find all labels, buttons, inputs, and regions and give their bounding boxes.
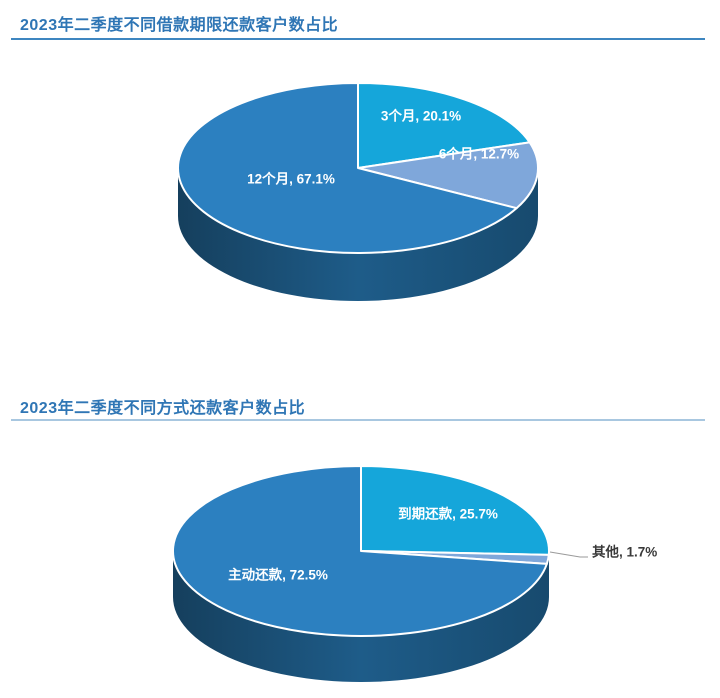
pie-slice-12个月 xyxy=(177,82,518,254)
slice-label-6个月: 6个月, 12.7% xyxy=(439,147,519,162)
slice-label-3个月: 3个月, 20.1% xyxy=(381,109,461,124)
chart2-title: 2023年二季度不同方式还款客户数占比 xyxy=(20,400,306,417)
chart1-title: 2023年二季度不同借款期限还款客户数占比 xyxy=(20,17,339,34)
chart1-title-divider xyxy=(11,38,705,40)
slice-label-其他: 其他, 1.7% xyxy=(592,544,657,560)
pie-side-rim xyxy=(178,168,538,301)
leader-line-其他 xyxy=(549,551,588,558)
chart2-title-divider xyxy=(11,419,705,421)
pie-side-rim xyxy=(173,551,549,682)
pie-slice-到期还款 xyxy=(360,465,550,556)
pie-chart-repayment-method: 到期还款, 25.7% 其他, 1.7% 主动还款, 72.5% xyxy=(172,465,657,682)
slice-label-到期还款: 到期还款, 25.7% xyxy=(398,506,498,522)
pie-chart-loan-term: 3个月, 20.1% 6个月, 12.7% 12个月, 67.1% xyxy=(177,82,540,301)
pie-slice-6个月 xyxy=(357,141,540,210)
pie-slice-3个月 xyxy=(357,82,531,169)
slice-label-主动还款: 主动还款, 72.5% xyxy=(228,567,328,583)
pie-slice-主动还款 xyxy=(172,465,548,637)
slice-label-12个月: 12个月, 67.1% xyxy=(247,172,335,187)
